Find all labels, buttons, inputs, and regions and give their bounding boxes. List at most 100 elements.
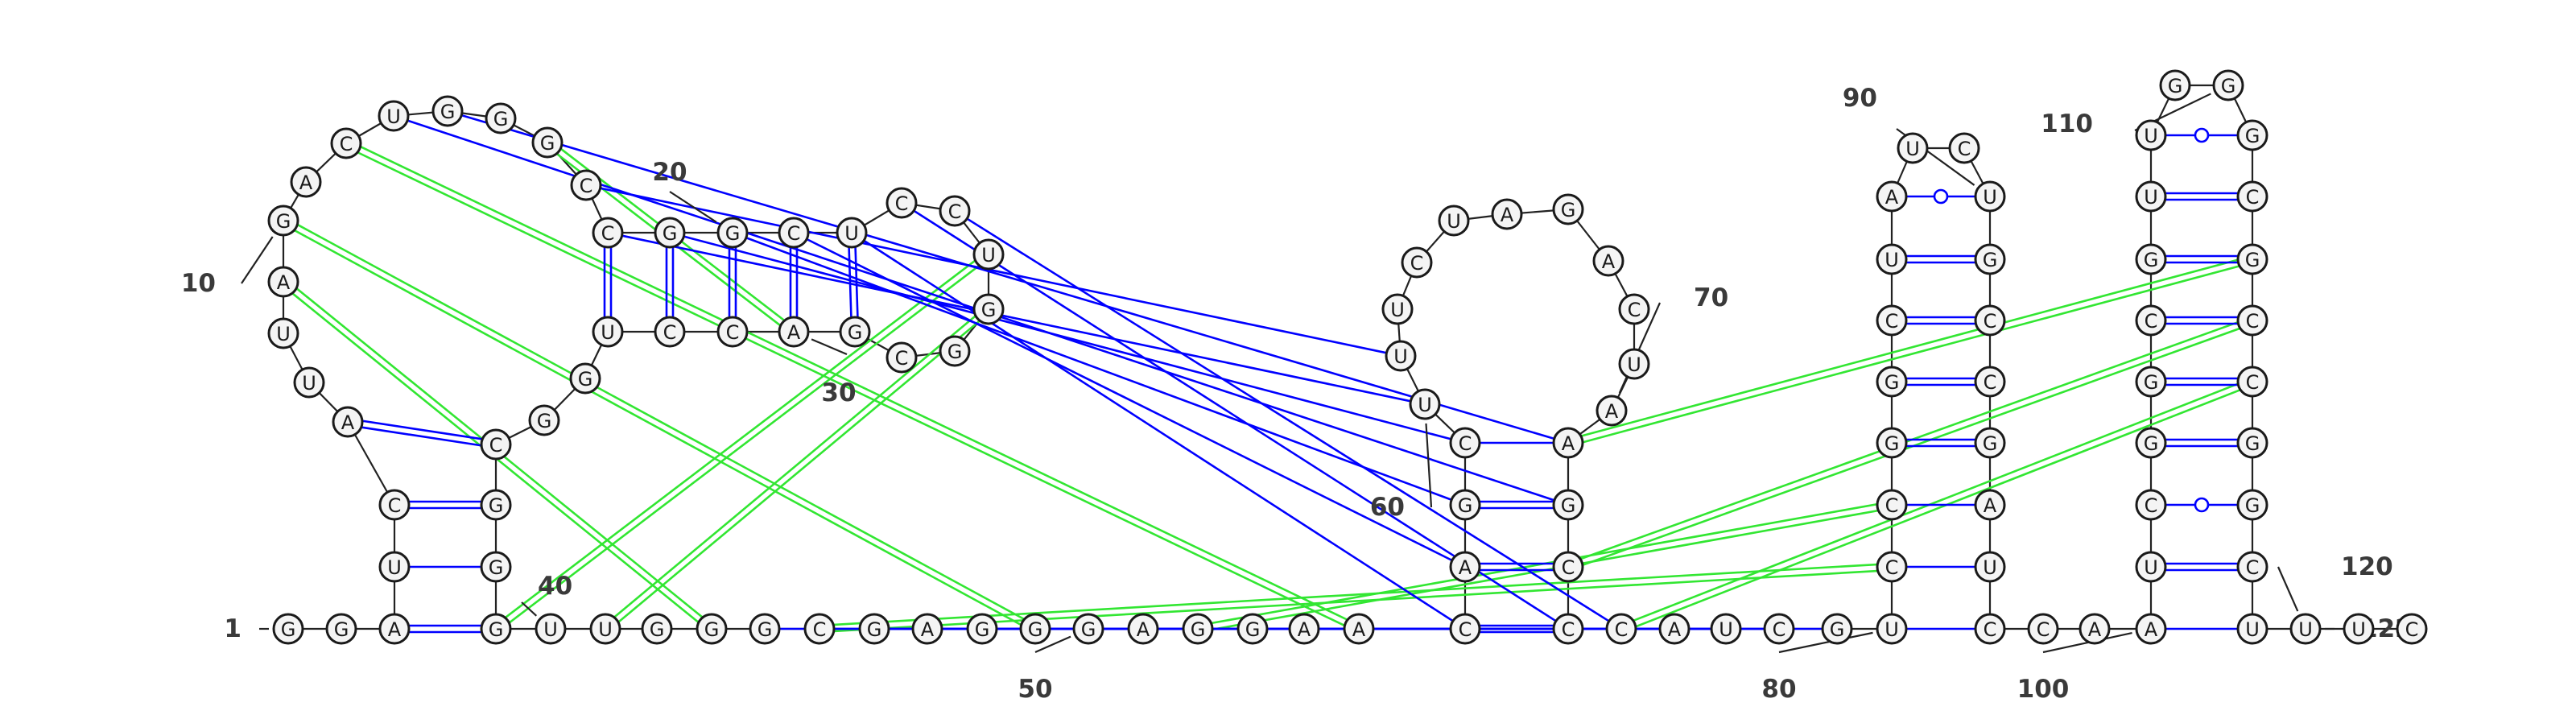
residue-number-text: 50 xyxy=(1018,675,1052,704)
nucleotide: G xyxy=(325,613,357,645)
nucleotide-circle xyxy=(1596,395,1628,427)
nucleotide-circle xyxy=(1381,293,1414,325)
number-tick xyxy=(1618,302,1662,394)
pseudoknot-pair xyxy=(613,315,976,618)
nucleotide: G xyxy=(1876,366,1908,398)
nucleotide-letter: U xyxy=(1418,394,1432,416)
wobble-pair-marker xyxy=(2194,127,2210,143)
nucleotide-circle xyxy=(1876,304,1908,337)
nucleotide-letter: C xyxy=(1984,371,1997,394)
nucleotide: C xyxy=(2135,304,2167,337)
nucleotide: U xyxy=(1897,132,1929,164)
nucleotide-letter: A xyxy=(787,321,801,344)
number-tick xyxy=(2277,566,2299,612)
residue-number-label: 100 xyxy=(2017,632,2132,704)
nucleotide-circle xyxy=(2236,613,2268,645)
nucleotide-letter: G xyxy=(281,618,296,641)
nucleotide-letter: A xyxy=(1501,204,1514,226)
nucleotide-circle xyxy=(2135,613,2167,645)
nucleotide-letter: C xyxy=(663,321,677,344)
nucleotide-circle xyxy=(2135,243,2167,275)
nucleotide-circle xyxy=(654,217,686,249)
pseudoknot-pair xyxy=(617,320,980,623)
nucleotide-circle xyxy=(272,613,304,645)
nucleotide: A xyxy=(1552,427,1584,459)
number-tick xyxy=(1425,423,1433,508)
nucleotide-letter: C xyxy=(813,618,827,641)
nucleotide-circle xyxy=(592,217,624,249)
pseudoknot-pair xyxy=(834,569,1878,633)
pseudoknot-pair xyxy=(360,146,1348,621)
nucleotide: G xyxy=(485,102,517,134)
nucleotide-letter: U xyxy=(2351,618,2366,641)
nucleotide-circle xyxy=(1974,366,2006,398)
nucleotide: C xyxy=(1974,613,2006,645)
nucleotide: G xyxy=(858,613,890,645)
base-pair-layer xyxy=(361,114,2238,634)
nucleotide-circle xyxy=(1974,551,2006,583)
residue-number-label: 70 xyxy=(1618,283,1728,394)
nucleotide: U xyxy=(1710,613,1742,645)
residue-number-label: 10 xyxy=(181,236,274,298)
nucleotide-letter: G xyxy=(2168,75,2183,97)
long-range-pair xyxy=(745,237,1452,501)
nucleotide-circle xyxy=(939,195,971,227)
nucleotide-circle xyxy=(480,551,512,583)
nucleotide-letter: C xyxy=(1459,432,1472,455)
nucleotide-circle xyxy=(1592,245,1624,277)
nucleotide: C xyxy=(592,217,624,249)
nucleotide: C xyxy=(778,217,810,249)
nucleotide-letter: G xyxy=(1081,618,1096,641)
nucleotide-circle xyxy=(778,316,810,348)
nucleotide-circle xyxy=(2236,304,2268,337)
nucleotide: A xyxy=(332,406,364,438)
nucleotide-letter: A xyxy=(1137,618,1150,641)
residue-number-text: 100 xyxy=(2017,675,2070,704)
nucleotide-letter: A xyxy=(1668,618,1682,641)
nucleotide-circle xyxy=(378,551,411,583)
nucleotide: G xyxy=(972,293,1005,325)
nucleotide-letter: G xyxy=(2245,432,2260,455)
nucleotide: C xyxy=(2236,366,2268,398)
nucleotide-letter: U xyxy=(276,323,291,345)
nucleotide-letter: U xyxy=(1627,353,1641,376)
nucleotide: C xyxy=(1876,551,1908,583)
nucleotide: U xyxy=(267,317,299,349)
residue-number-text: 20 xyxy=(652,158,687,187)
pseudoknot-pair xyxy=(357,151,1345,626)
nucleotide: A xyxy=(1449,551,1481,583)
nucleotide-letter: G xyxy=(1983,432,1998,455)
residue-number-text: 1 xyxy=(224,614,242,643)
pseudoknot-pair xyxy=(297,223,1025,621)
nucleotide-letter: C xyxy=(1885,494,1899,517)
nucleotide: G xyxy=(641,613,673,645)
nucleotide-letter: A xyxy=(277,271,291,294)
nucleotide: G xyxy=(1019,613,1051,645)
nucleotide-circle xyxy=(1409,388,1441,420)
nucleotide-letter: G xyxy=(493,108,509,130)
nucleotide-circle xyxy=(1552,193,1584,225)
nucleotide-letter: A xyxy=(1602,250,1616,273)
nucleotide-letter: G xyxy=(725,222,741,245)
number-tick xyxy=(811,338,848,356)
nucleotide-circle xyxy=(836,217,868,249)
nucleotide-letter: G xyxy=(2245,249,2260,271)
nucleotide-letter: A xyxy=(1562,432,1575,455)
nucleotide-letter: C xyxy=(1628,299,1641,321)
nucleotide-letter: C xyxy=(2145,494,2158,517)
nucleotide-circle xyxy=(1876,180,1908,213)
nucleotide-letter: G xyxy=(867,618,882,641)
nucleotide-circle xyxy=(1974,613,2006,645)
nucleotide-letter: C xyxy=(601,222,615,245)
residue-number-label: 80 xyxy=(1761,631,1873,704)
nucleotide-circle xyxy=(2396,613,2428,645)
nucleotide: C xyxy=(480,428,512,461)
nucleotide: G xyxy=(1182,613,1214,645)
nucleotide-letter: C xyxy=(1885,556,1899,579)
nucleotide: C xyxy=(1763,613,1795,645)
nucleotide: U xyxy=(1618,348,1650,380)
nucleotide-circle xyxy=(589,613,621,645)
nucleotide-letter: G xyxy=(2144,432,2159,455)
nucleotide-circle xyxy=(1343,613,1375,645)
nucleotide-circle xyxy=(1876,427,1908,459)
